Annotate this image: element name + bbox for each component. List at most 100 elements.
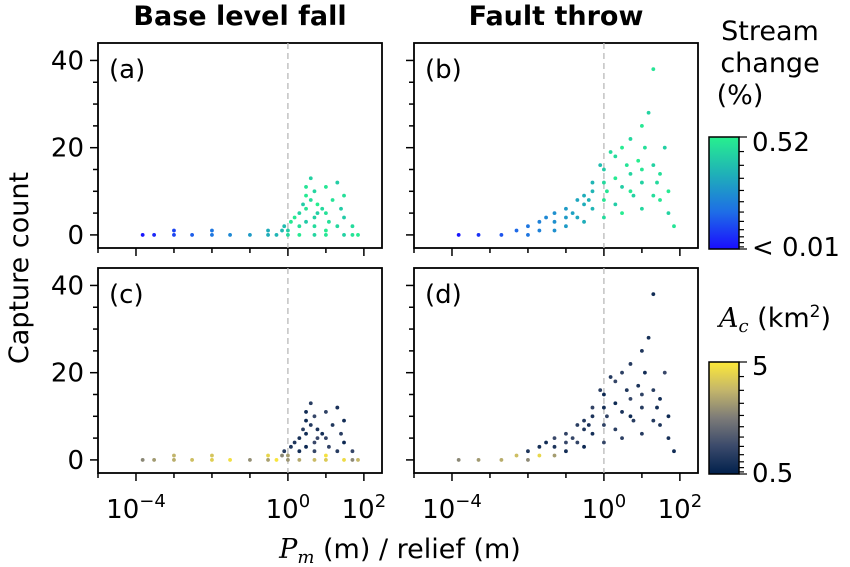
data-point: [280, 228, 284, 233]
data-point: [172, 453, 176, 458]
data-point: [304, 185, 308, 189]
panel-label: (d): [425, 280, 462, 310]
plot-frame: [413, 267, 699, 474]
data-point: [456, 458, 461, 462]
colorbar-area-title-sup: 2: [810, 302, 821, 322]
data-point: [499, 233, 504, 237]
data-point: [658, 171, 662, 176]
data-point: [312, 189, 317, 194]
data-point: [672, 224, 676, 229]
data-point: [323, 228, 328, 233]
colorbar-stream-title-line2: change: [720, 48, 819, 79]
data-point: [335, 449, 340, 454]
data-point: [286, 233, 290, 237]
data-point: [342, 215, 346, 220]
data-point: [658, 396, 662, 401]
data-point: [323, 185, 328, 189]
data-point: [304, 410, 308, 414]
data-point: [651, 163, 656, 168]
data-point: [590, 431, 595, 436]
data-point: [315, 427, 320, 432]
data-point: [651, 388, 656, 393]
data-point: [613, 427, 618, 432]
data-point: [646, 110, 651, 115]
data-point: [289, 219, 293, 224]
data-point: [323, 436, 328, 441]
data-point: [312, 449, 317, 454]
data-point: [639, 180, 644, 185]
data-point: [537, 453, 542, 458]
data-point: [552, 436, 557, 441]
data-point: [312, 215, 317, 220]
data-point: [636, 383, 641, 388]
data-point: [330, 198, 335, 202]
data-point: [624, 388, 629, 393]
data-point: [586, 423, 591, 427]
y-tick-label: 20: [51, 359, 84, 389]
data-point: [476, 458, 481, 462]
colorbar-area-title-sub: c: [738, 316, 748, 337]
data-point: [514, 453, 519, 458]
data-point: [308, 423, 313, 427]
data-point: [613, 379, 618, 384]
data-point: [552, 228, 557, 233]
data-point: [639, 348, 644, 353]
data-point: [292, 440, 297, 445]
panel-label: (a): [109, 55, 145, 85]
data-point: [628, 414, 633, 419]
data-point: [330, 423, 335, 427]
data-point: [315, 202, 320, 207]
data-point: [297, 224, 302, 229]
data-point: [666, 414, 671, 419]
data-point: [342, 458, 346, 462]
plot-frame: [97, 267, 383, 474]
data-point: [537, 228, 542, 233]
colorbar-area-min-label: 0.5: [752, 459, 793, 489]
data-point: [552, 211, 557, 216]
data-point: [582, 202, 586, 207]
data-point: [552, 219, 557, 224]
x-axis-title: Pm (m) / relief (m): [278, 534, 521, 567]
data-point: [304, 219, 308, 224]
data-point: [210, 458, 214, 462]
data-point: [672, 449, 676, 454]
data-point: [152, 458, 157, 462]
column-title-fault-throw: Fault throw: [469, 1, 644, 32]
colorbar-area-title-rest: (km: [749, 303, 810, 334]
data-point: [335, 224, 340, 229]
data-point: [624, 163, 629, 168]
data-point: [564, 224, 568, 229]
panel-c: 0 20 40 10−4 100 102 (c): [51, 267, 386, 525]
data-point: [620, 211, 624, 216]
data-point: [323, 410, 328, 414]
data-point: [304, 206, 308, 211]
data-point: [297, 449, 302, 454]
data-point: [651, 67, 656, 72]
data-point: [628, 362, 633, 366]
colorbar-area-title-var: A: [716, 303, 739, 334]
data-point: [286, 228, 290, 233]
data-point: [564, 449, 568, 454]
panel-label: (b): [425, 55, 462, 85]
data-point: [350, 458, 355, 462]
data-point: [266, 453, 270, 458]
data-point: [651, 418, 656, 423]
data-point: [646, 335, 651, 340]
data-point: [526, 449, 530, 454]
data-point: [658, 198, 662, 202]
data-point: [628, 189, 633, 194]
data-point: [598, 388, 603, 393]
data-point: [312, 440, 317, 445]
data-point: [620, 370, 624, 375]
data-point: [602, 180, 606, 185]
data-point: [350, 233, 355, 237]
data-point: [590, 180, 595, 185]
data-point: [172, 233, 176, 237]
data-point: [140, 233, 145, 237]
data-point: [552, 453, 557, 458]
data-point: [620, 185, 624, 189]
data-point: [598, 163, 603, 168]
data-point: [544, 215, 548, 220]
data-point: [456, 233, 461, 237]
data-point: [620, 145, 624, 150]
